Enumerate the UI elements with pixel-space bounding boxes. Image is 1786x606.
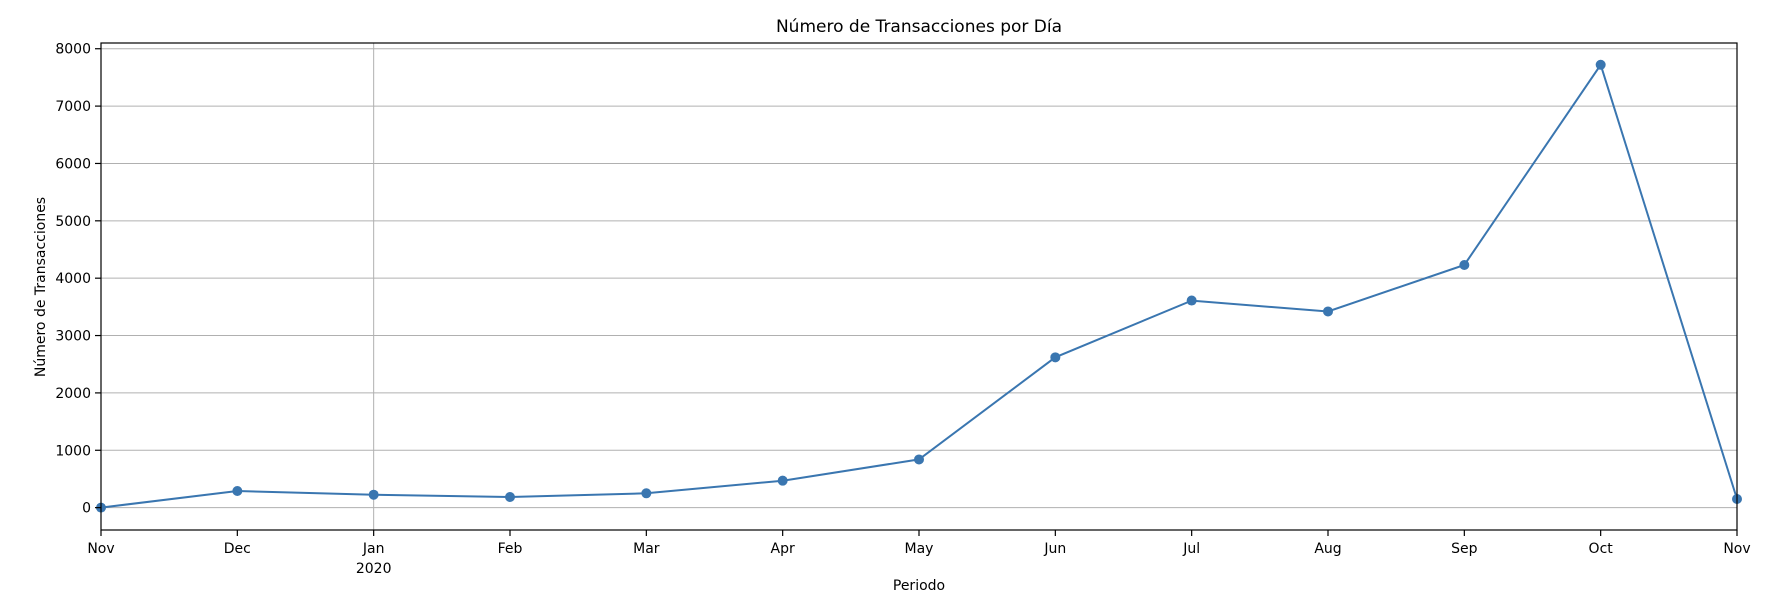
data-point	[914, 454, 924, 465]
chart-title: Número de Transacciones por Día	[776, 17, 1062, 37]
data-point	[368, 489, 379, 500]
data-point	[641, 488, 652, 499]
x-tick-label: Mar	[633, 541, 660, 557]
x-tick-label: May	[905, 541, 934, 557]
y-tick-label: 8000	[55, 42, 91, 58]
x-tick-label: Nov	[1723, 541, 1750, 557]
y-axis-ticks: 0 1000 2000 3000 4000 5000 6000 7000 8000	[55, 42, 101, 517]
x-tick-label: Jun	[1043, 541, 1066, 557]
x-tick-label: Feb	[498, 541, 523, 557]
data-point	[1595, 59, 1606, 70]
y-tick-label: 6000	[55, 156, 91, 172]
x-tick-label: Jan	[362, 541, 385, 557]
y-tick-label: 3000	[55, 329, 91, 345]
data-point	[505, 492, 515, 503]
series-layer	[96, 59, 1742, 513]
series-line	[100, 62, 1738, 509]
x-tick-label: Jul	[1182, 541, 1200, 557]
data-point	[1186, 295, 1197, 306]
x-axis-label: Periodo	[893, 578, 945, 594]
y-tick-label: 2000	[55, 386, 91, 402]
y-tick-label: 0	[82, 501, 91, 517]
x-tick-label: Dec	[224, 541, 251, 557]
data-point	[232, 485, 243, 496]
x-tick-label: Apr	[771, 541, 795, 557]
y-axis-label: Número de Transacciones	[33, 197, 49, 377]
data-point	[1323, 306, 1333, 317]
data-point	[1459, 259, 1470, 270]
y-tick-label: 4000	[55, 271, 91, 287]
x-tick-label: Nov	[87, 541, 114, 557]
data-point	[1050, 352, 1061, 363]
grid-lines	[101, 43, 1737, 530]
y-tick-label: 1000	[55, 443, 91, 459]
y-tick-label: 7000	[55, 99, 91, 115]
x-tick-sublabel: 2020	[356, 561, 392, 577]
x-tick-label: Aug	[1314, 541, 1341, 557]
data-point	[777, 475, 788, 486]
x-tick-label: Oct	[1589, 541, 1614, 557]
x-axis-ticks: Nov Dec Jan 2020 Feb Mar Apr May Jun Jul Aug Sep Oct…	[87, 530, 1751, 577]
y-tick-label: 5000	[55, 214, 91, 230]
x-tick-label: Sep	[1451, 541, 1478, 557]
